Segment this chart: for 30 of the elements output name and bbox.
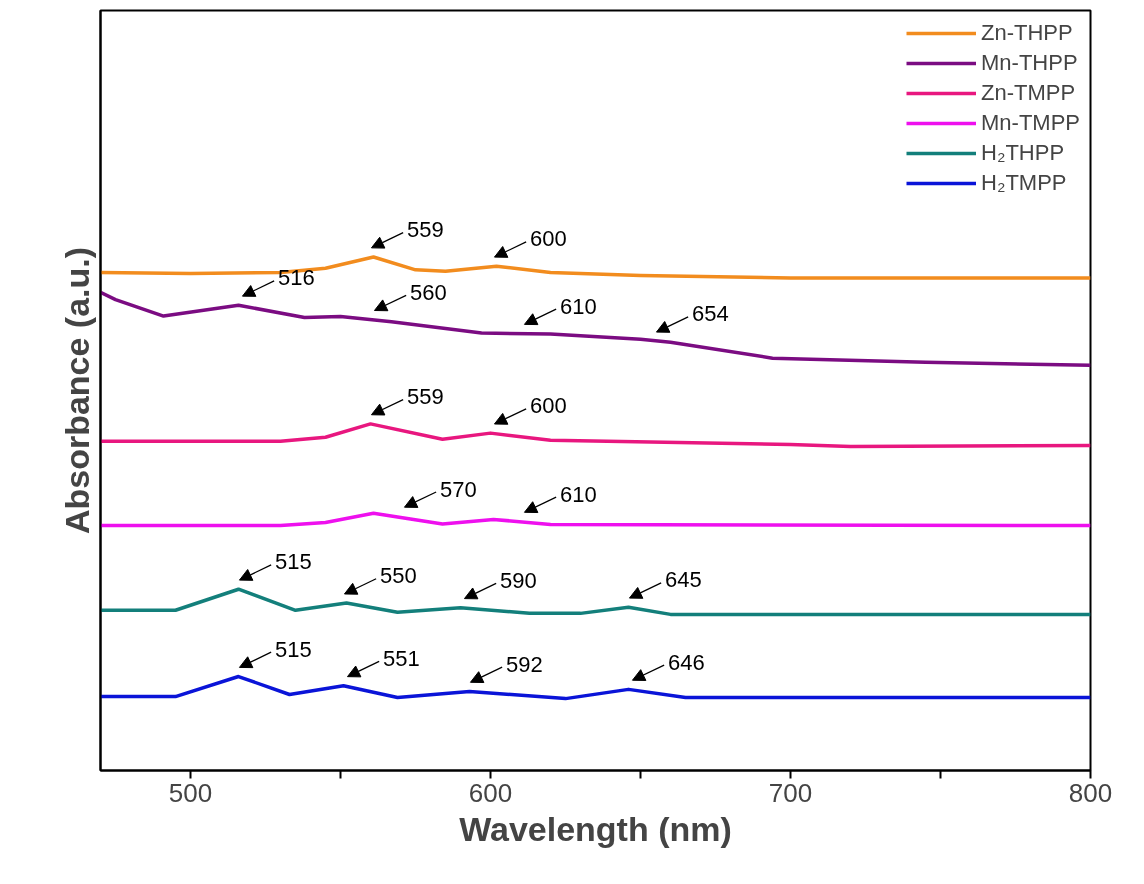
legend-label: Zn-TMPP: [981, 80, 1076, 106]
annotation: 600: [530, 393, 567, 419]
x-tick-label: 600: [468, 777, 513, 808]
annotation: 592: [506, 651, 543, 677]
annotation: 559: [407, 384, 444, 410]
annotation: 610: [560, 293, 597, 319]
annotation: 590: [500, 567, 537, 593]
annotation: 515: [275, 636, 312, 662]
annotation: 550: [380, 563, 417, 589]
annotation: 560: [410, 279, 447, 305]
annotation: 515: [275, 549, 312, 575]
annotation: 654: [692, 301, 729, 327]
annotation: 600: [530, 226, 567, 252]
x-tick-label: 700: [768, 777, 813, 808]
legend-label: Mn-TMPP: [981, 110, 1080, 136]
annotation: 645: [665, 567, 702, 593]
y-axis-title: Absorbance (a.u.): [57, 246, 96, 535]
x-axis-title: Wavelength (nm): [459, 809, 732, 848]
legend-label: Mn-THPP: [981, 50, 1078, 76]
annotation: 570: [440, 476, 477, 502]
x-tick-label: 500: [168, 777, 213, 808]
annotation: 516: [278, 265, 315, 291]
legend-label: H₂TMPP: [981, 170, 1067, 196]
annotation: 559: [407, 217, 444, 243]
legend-label: Zn-THPP: [981, 20, 1073, 46]
annotation: 610: [560, 481, 597, 507]
legend-label: H₂THPP: [981, 140, 1065, 166]
annotation: 646: [668, 649, 705, 675]
annotation: 551: [383, 646, 420, 672]
x-tick-label: 800: [1068, 777, 1113, 808]
